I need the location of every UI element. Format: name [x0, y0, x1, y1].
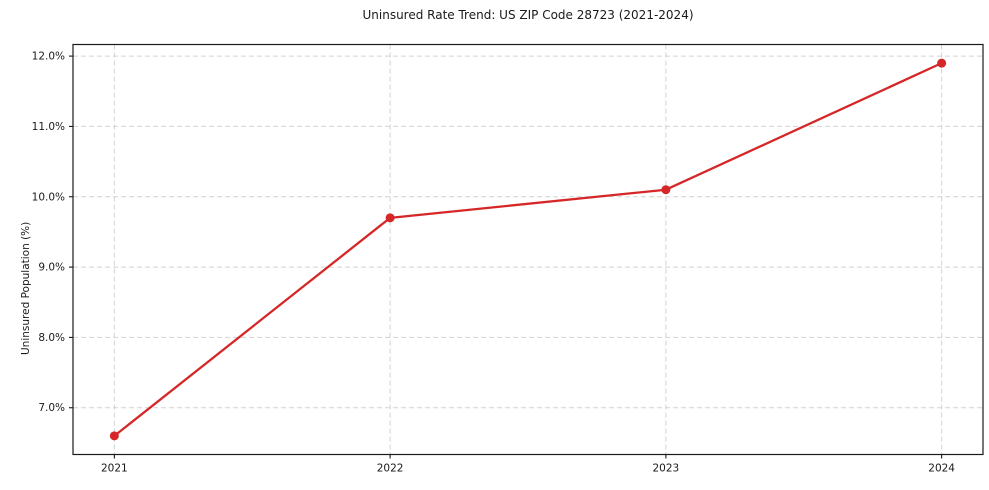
- x-tick-label: 2024: [928, 463, 955, 475]
- plot-border: [72, 43, 984, 456]
- chart-title: Uninsured Rate Trend: US ZIP Code 28723 …: [362, 8, 694, 22]
- x-tick-label: 2023: [653, 463, 680, 475]
- data-point: [661, 185, 671, 195]
- y-tick-label: 9.0%: [38, 262, 65, 274]
- data-line: [113, 61, 943, 438]
- x-tick-label: 2022: [377, 463, 404, 475]
- y-tick-label: 7.0%: [38, 402, 65, 414]
- x-tick-label: 2021: [101, 463, 128, 475]
- y-tick-label: 10.0%: [32, 191, 65, 203]
- data-point: [937, 58, 947, 68]
- y-tick-label: 11.0%: [32, 121, 65, 133]
- y-axis-label: Uninsured Population (%): [20, 221, 32, 355]
- data-point: [109, 431, 119, 441]
- data-point: [385, 213, 395, 223]
- y-tick-label: 8.0%: [38, 332, 65, 344]
- y-tick-label: 12.0%: [32, 51, 65, 63]
